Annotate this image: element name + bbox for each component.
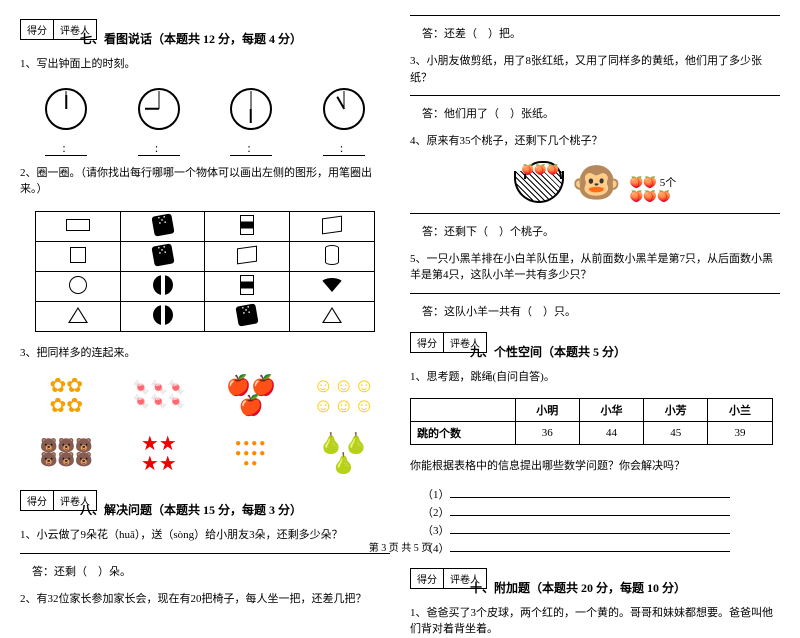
cone-icon[interactable]	[320, 278, 344, 292]
shape-grid	[35, 211, 375, 332]
cell-value: 44	[579, 422, 643, 445]
score-label: 得分	[410, 332, 444, 353]
oval-icon[interactable]	[153, 275, 173, 295]
th-name: 小明	[515, 399, 579, 422]
answer-blank[interactable]	[450, 486, 730, 498]
jump-table: 小明 小华 小芳 小兰 跳的个数 36 44 45 39	[410, 398, 773, 445]
smileys-icon[interactable]: ☺☺☺☺☺☺	[301, 376, 386, 416]
stars-icon[interactable]: ★★★★	[116, 434, 201, 474]
cuboid-icon[interactable]	[237, 245, 257, 264]
dice-icon[interactable]	[151, 213, 174, 236]
table-row: 小明 小华 小芳 小兰	[411, 399, 773, 422]
basket-scene: 🍑🍑🍑 🐵 🍑🍑 5个🍑🍑🍑	[410, 163, 780, 203]
answer-blank[interactable]	[410, 293, 780, 294]
th-blank	[411, 399, 516, 422]
q7-3: 3、把同样多的连起来。	[20, 345, 390, 362]
pears-icon[interactable]: 🍐🍐🍐	[301, 434, 386, 474]
clock-ans-4[interactable]: ：	[323, 142, 365, 156]
triangle-icon	[68, 307, 88, 323]
line-num: （2）	[422, 504, 450, 520]
can-icon[interactable]	[240, 215, 254, 235]
q7-1: 1、写出钟面上的时刻。	[20, 56, 390, 73]
oval-icon[interactable]	[153, 305, 173, 325]
clock-ans-3[interactable]: ：	[230, 142, 272, 156]
clock-answers: ： ： ： ：	[20, 142, 390, 156]
bears-icon[interactable]: 🐻🐻🐻🐻🐻🐻	[24, 440, 109, 468]
match-row2: 🐻🐻🐻🐻🐻🐻 ★★★★ ●●●●●●●●●● 🍐🍐🍐	[20, 434, 390, 474]
flowers-icon[interactable]: ✿✿✿✿	[24, 376, 109, 416]
row-label: 跳的个数	[411, 422, 516, 445]
q9-prompt: 你能根据表格中的信息提出哪些数学问题？你会解决吗？	[410, 458, 780, 475]
clock-3	[230, 88, 272, 130]
section10-title: 十、附加题（本题共 20 分，每题 10 分）	[470, 579, 780, 596]
rect-icon	[66, 219, 90, 231]
q7-2: 2、圈一圈。（请你找出每行哪哪一个物体可以画出左侧的图形，用笔圈出来。）	[20, 165, 390, 198]
clock-2	[138, 88, 180, 130]
cell-value: 45	[644, 422, 708, 445]
answer-blank[interactable]	[410, 15, 780, 16]
monkey-icon: 🐵	[572, 163, 622, 203]
q8-5: 5、一只小黑羊排在小白羊队伍里，从前面数小黑羊是第7只，从后面数小黑羊是第4只，…	[410, 251, 780, 284]
clock-ans-2[interactable]: ：	[138, 142, 180, 156]
a8-4: 答：还剩下（ ）个桃子。	[422, 223, 780, 239]
cylinder-icon[interactable]	[325, 245, 339, 265]
q8-1: 1、小云做了9朵花（huā），送（sòng）给小朋友3朵，还剩多少朵？	[20, 527, 390, 544]
clock-row	[20, 88, 390, 130]
peaches-out: 🍑🍑 5个🍑🍑🍑	[630, 174, 677, 203]
section7-title: 七、看图说话（本题共 12 分，每题 4 分）	[80, 30, 390, 47]
dice-icon[interactable]	[236, 303, 259, 326]
candies-icon[interactable]: 🍬🍬🍬🍬🍬🍬	[116, 382, 201, 410]
table-row: 跳的个数 36 44 45 39	[411, 422, 773, 445]
basket-icon: 🍑🍑🍑	[514, 171, 564, 203]
q9-1: 1、思考题，跳绳(自问自答)。	[410, 369, 780, 386]
answer-lines: （1） （2） （3） （4）	[410, 484, 780, 558]
th-name: 小芳	[644, 399, 708, 422]
can-icon[interactable]	[240, 275, 254, 295]
answer-blank[interactable]	[450, 522, 730, 534]
match-row1: ✿✿✿✿ 🍬🍬🍬🍬🍬🍬 🍎🍎🍎 ☺☺☺☺☺☺	[20, 376, 390, 416]
square-icon	[70, 247, 86, 263]
line-num: （1）	[422, 486, 450, 502]
a8-2: 答：还差（ ）把。	[422, 25, 780, 41]
cell-value: 36	[515, 422, 579, 445]
section9-title: 九、个性空间（本题共 5 分）	[470, 343, 780, 360]
section8-title: 八、解决问题（本题共 15 分，每题 3 分）	[80, 501, 390, 518]
answer-blank[interactable]	[450, 540, 730, 552]
cube-icon[interactable]	[322, 215, 342, 234]
dice-icon[interactable]	[151, 243, 174, 266]
cell-value: 39	[708, 422, 772, 445]
answer-blank[interactable]	[450, 504, 730, 516]
score-label: 得分	[20, 19, 54, 40]
apples-icon[interactable]: 🍎🍎🍎	[209, 376, 294, 416]
circle-icon	[69, 276, 87, 294]
a8-3: 答：他们用了（ ）张纸。	[422, 105, 780, 121]
answer-blank[interactable]	[410, 213, 780, 214]
dots-icon[interactable]: ●●●●●●●●●●	[209, 439, 294, 469]
triangle-icon[interactable]	[322, 307, 342, 323]
answer-blank[interactable]	[20, 553, 390, 554]
line-num: （3）	[422, 522, 450, 538]
clock-4	[323, 88, 365, 130]
clock-ans-1[interactable]: ：	[45, 142, 87, 156]
clock-1	[45, 88, 87, 130]
q8-2: 2、有32位家长参加家长会，现在有20把椅子，每人坐一把，还差几把？	[20, 591, 390, 608]
th-name: 小华	[579, 399, 643, 422]
score-label: 得分	[20, 490, 54, 511]
q8-4: 4、原来有35个桃子，还剩下几个桃子？	[410, 133, 780, 150]
q10-1: 1、爸爸买了3个皮球，两个红的，一个黄的。哥哥和妹妹都想要。爸爸叫他们背对着背坐…	[410, 605, 780, 638]
th-name: 小兰	[708, 399, 772, 422]
score-label: 得分	[410, 568, 444, 589]
q8-3: 3、小朋友做剪纸，用了8张红纸，又用了同样多的黄纸，他们用了多少张纸？	[410, 53, 780, 86]
a8-5: 答：这队小羊一共有（ ）只。	[422, 303, 780, 319]
answer-blank[interactable]	[410, 95, 780, 96]
